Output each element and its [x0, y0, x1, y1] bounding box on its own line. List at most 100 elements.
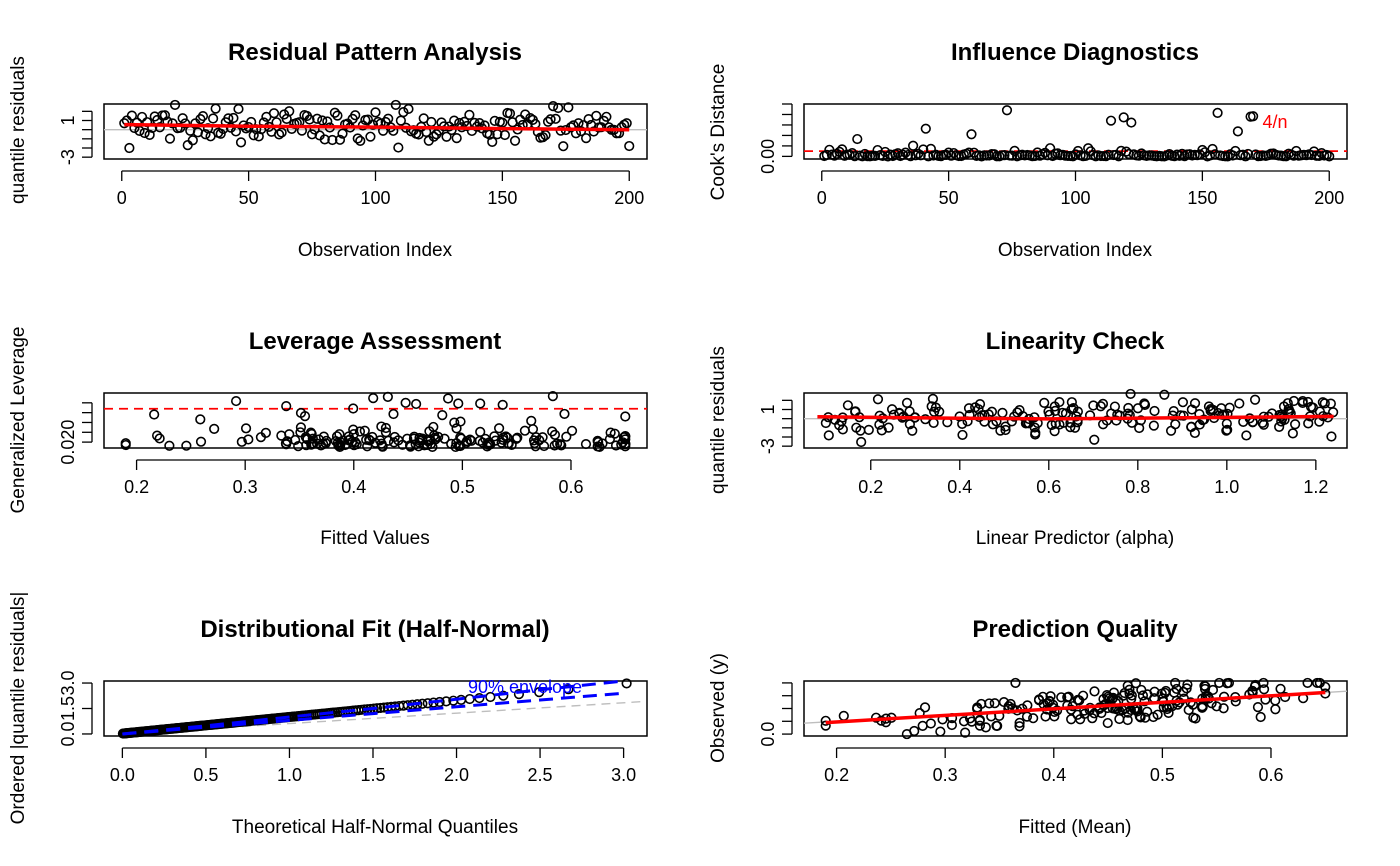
data-point	[1189, 398, 1201, 409]
data-point	[1212, 107, 1223, 118]
data-point	[561, 431, 572, 442]
plot-frame	[103, 103, 648, 160]
data-point	[376, 421, 387, 432]
data-point	[575, 126, 587, 137]
data-point	[1046, 419, 1057, 431]
data-point	[1103, 149, 1114, 160]
data-point	[596, 122, 607, 133]
data-point	[449, 115, 460, 126]
data-point	[1065, 422, 1076, 433]
data-point	[549, 440, 560, 451]
data-point	[1222, 151, 1233, 162]
data-point	[359, 425, 370, 436]
data-point	[1186, 421, 1197, 432]
data-point	[286, 123, 297, 135]
x-tick-label: 150	[1187, 188, 1217, 208]
threshold-label: 4/n	[1262, 112, 1287, 132]
data-point	[416, 434, 428, 446]
data-point	[957, 429, 968, 441]
data-point	[904, 419, 915, 430]
data-point	[1118, 690, 1129, 701]
data-point	[530, 441, 541, 452]
data-point	[235, 137, 247, 148]
data-point	[1033, 695, 1045, 706]
data-point	[515, 114, 526, 125]
trend-overlay	[124, 122, 630, 132]
data-point	[1000, 424, 1011, 436]
data-point	[1221, 418, 1232, 429]
panel-residual-pattern: Residual Pattern Analysis Observation In…	[8, 39, 648, 261]
data-point	[1252, 702, 1264, 713]
data-point	[580, 438, 592, 450]
data-point	[380, 422, 392, 434]
data-point	[887, 150, 898, 162]
data-point	[240, 423, 252, 434]
data-point	[136, 111, 148, 123]
data-point	[1071, 411, 1082, 422]
data-point	[548, 101, 559, 112]
data-point	[1248, 111, 1259, 122]
data-point	[1234, 398, 1245, 409]
data-point	[428, 131, 439, 142]
data-point	[231, 395, 242, 407]
data-point	[537, 132, 549, 143]
data-point	[475, 426, 486, 437]
x-tick-label: 100	[360, 188, 390, 208]
data-point	[376, 438, 387, 449]
plot-frame	[103, 680, 648, 737]
plot-frame	[803, 680, 1348, 737]
data-point	[1159, 389, 1170, 400]
data-point	[299, 411, 311, 422]
data-point	[1014, 721, 1025, 732]
data-point	[620, 411, 631, 422]
data-point	[849, 151, 860, 162]
data-point	[927, 393, 939, 404]
x-tick-label: 1.0	[1214, 477, 1239, 497]
data-point	[355, 135, 366, 146]
data-point	[820, 417, 831, 429]
data-point	[1152, 709, 1163, 720]
data-point	[1207, 684, 1219, 696]
x-tick-label: 200	[614, 188, 644, 208]
data-point	[553, 102, 564, 114]
data-point	[451, 423, 462, 434]
data-point	[1250, 149, 1261, 160]
trend-line	[825, 690, 1326, 725]
data-point	[370, 107, 381, 118]
data-point	[550, 113, 561, 124]
data-point	[350, 110, 361, 121]
data-point	[946, 150, 957, 161]
data-point	[390, 99, 401, 111]
data-point	[1222, 424, 1233, 435]
data-point	[1302, 677, 1313, 689]
data-point	[337, 128, 348, 139]
data-point	[1114, 713, 1125, 725]
panel-title: Distributional Fit (Half-Normal)	[200, 616, 549, 643]
y-axis-label: Generalized Leverage	[8, 327, 29, 514]
data-point	[398, 107, 409, 118]
y-tick-label: 0.0	[58, 721, 78, 746]
data-point	[1164, 149, 1175, 160]
data-point	[315, 440, 327, 451]
data-point	[449, 417, 460, 428]
data-point	[451, 133, 462, 144]
data-point	[1242, 148, 1254, 160]
data-point	[1021, 711, 1033, 722]
data-point	[461, 436, 473, 447]
data-point	[1039, 397, 1050, 408]
data-point	[306, 439, 317, 450]
data-point	[624, 140, 635, 152]
data-point	[824, 144, 835, 155]
data-point	[1056, 692, 1067, 703]
data-point	[509, 135, 521, 146]
data-point	[339, 439, 351, 451]
data-point	[963, 403, 975, 414]
data-point	[489, 431, 500, 442]
data-point	[1136, 684, 1147, 696]
data-point	[1181, 683, 1192, 694]
data-point	[1241, 430, 1252, 441]
data-point	[917, 720, 928, 731]
data-point	[1288, 395, 1300, 407]
data-point	[228, 112, 239, 124]
data-point	[512, 432, 523, 443]
